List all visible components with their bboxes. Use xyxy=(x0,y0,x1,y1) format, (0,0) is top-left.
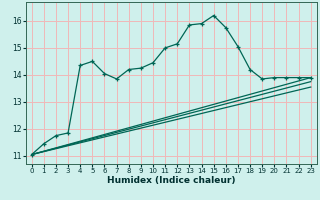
X-axis label: Humidex (Indice chaleur): Humidex (Indice chaleur) xyxy=(107,176,236,185)
